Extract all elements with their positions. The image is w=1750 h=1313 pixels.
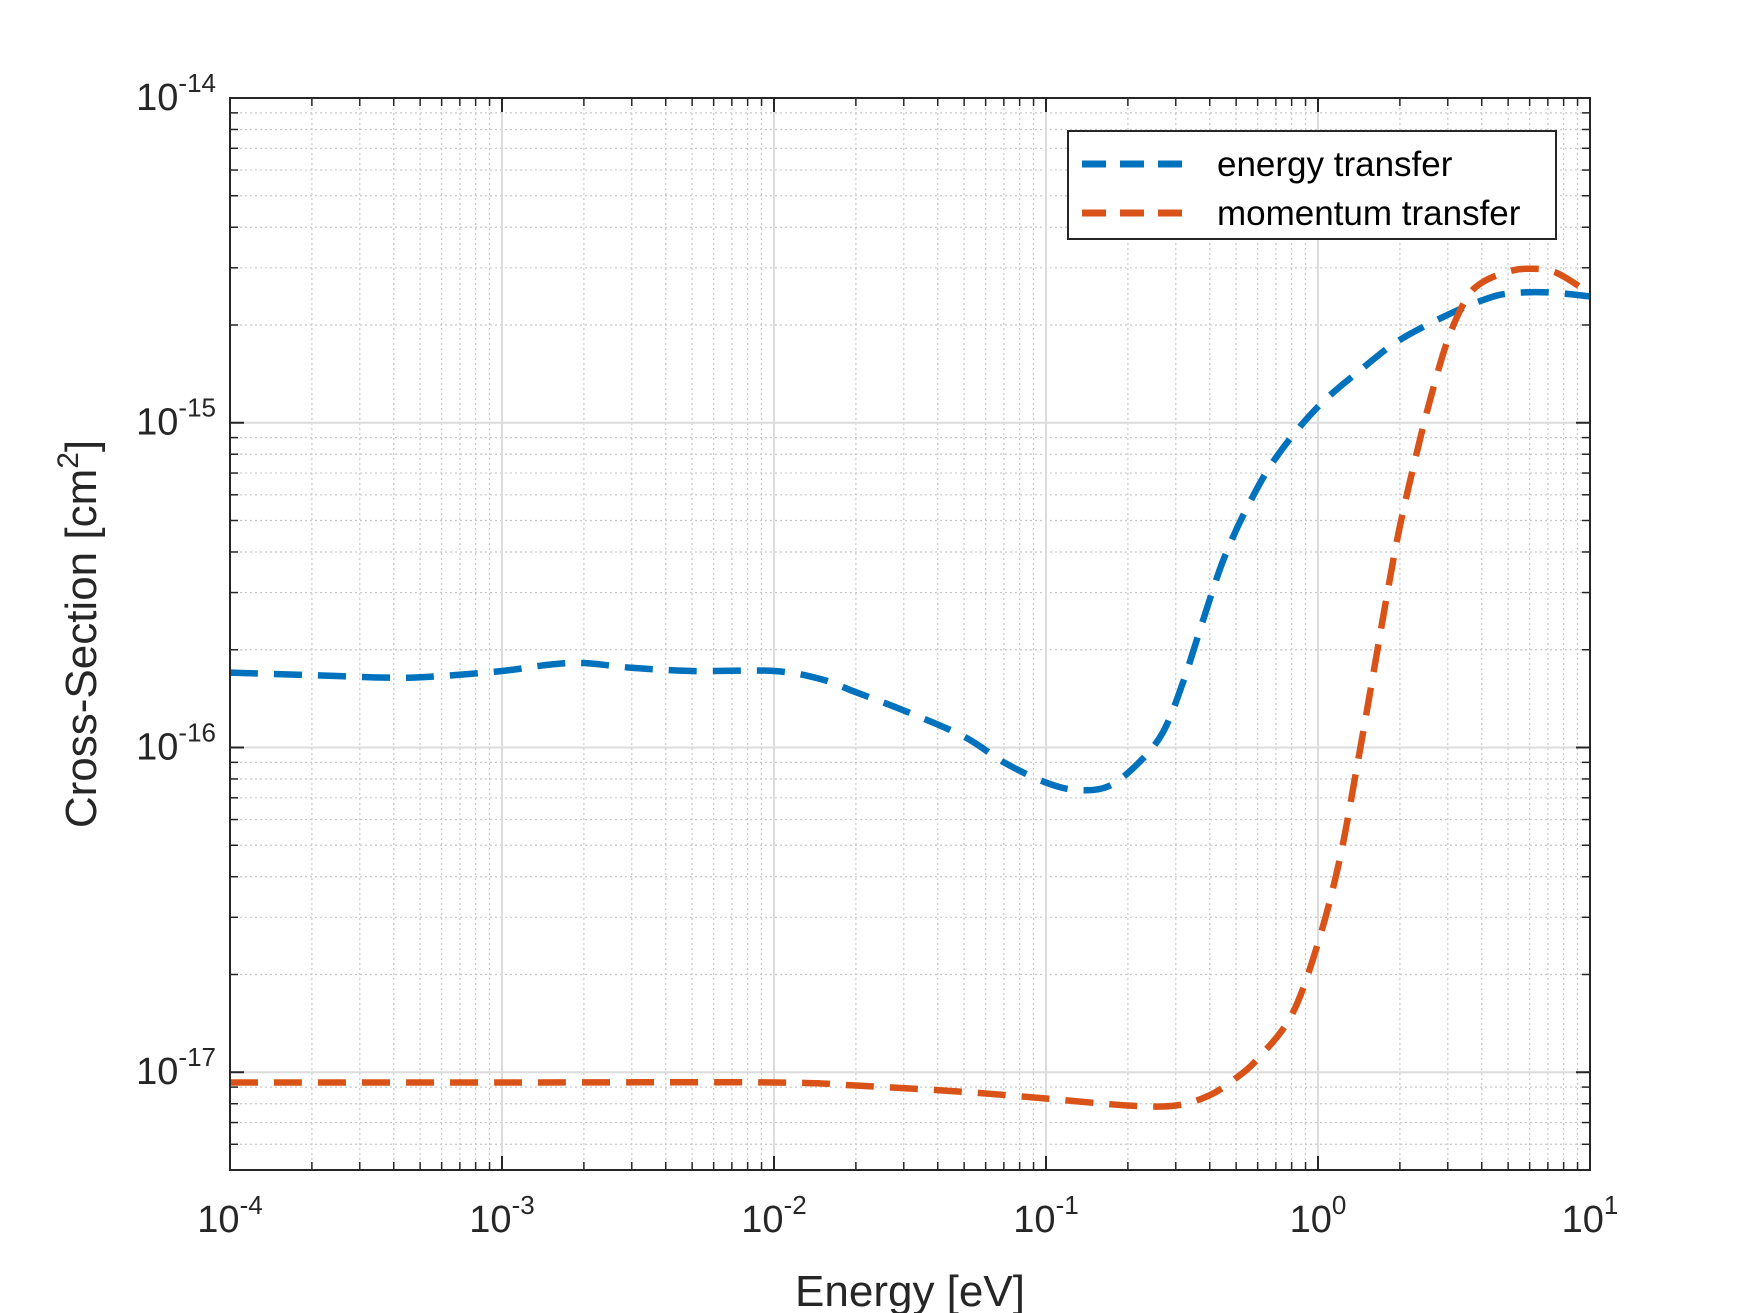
series-line-momentum-transfer — [230, 265, 1592, 1110]
x-tick-base: 10 — [469, 1199, 511, 1241]
legend-label-momentum-transfer: momentum transfer — [1217, 194, 1521, 233]
y-axis-label: Cross-Section [cm2] — [52, 440, 106, 828]
x-tick-exponent: 1 — [1604, 1190, 1618, 1220]
x-tick-base: 10 — [1562, 1199, 1604, 1241]
y-tick-exponent: -15 — [178, 393, 216, 423]
y-axis-label-tail: ] — [57, 440, 106, 452]
x-tick-labels: 10-4 10-3 10-2 10-1 100 101 — [197, 1190, 1618, 1241]
y-tick-exponent: -17 — [178, 1042, 216, 1072]
x-tick-exponent: 0 — [1332, 1190, 1346, 1220]
legend-box — [1067, 130, 1557, 240]
legend: energy transfer momentum transfer — [1067, 130, 1557, 240]
x-tick-exponent: -4 — [240, 1190, 263, 1220]
plot-frame — [229, 97, 1591, 1171]
minor-grid — [230, 98, 1590, 1171]
x-tick-exponent: -1 — [1056, 1190, 1079, 1220]
y-tick-label: 10-14 — [136, 68, 216, 119]
y-tick-exponent: -14 — [178, 68, 216, 98]
x-tick-exponent: -3 — [512, 1190, 535, 1220]
x-tick-exponent: -2 — [784, 1190, 807, 1220]
x-axis-label: Energy [eV] — [795, 1267, 1025, 1313]
x-tick-label: 10-4 — [197, 1190, 262, 1241]
x-tick-label: 10-3 — [469, 1190, 534, 1241]
legend-label-energy-transfer: energy transfer — [1217, 145, 1453, 184]
y-tick-label: 10-16 — [136, 717, 216, 768]
plot-area — [230, 98, 1590, 1170]
y-tick-label: 10-15 — [136, 393, 216, 444]
x-tick-base: 10 — [1290, 1199, 1332, 1241]
x-tick-base: 10 — [741, 1199, 783, 1241]
y-axis-label-superscript: 2 — [52, 452, 85, 469]
y-tick-base: 10 — [136, 77, 178, 119]
x-tick-label: 10-1 — [1013, 1190, 1078, 1241]
x-tick-label: 10-2 — [741, 1190, 806, 1241]
y-tick-base: 10 — [136, 726, 178, 768]
y-axis-label-main: Cross-Section [cm — [57, 469, 106, 828]
y-tick-label: 10-17 — [136, 1042, 216, 1093]
x-tick-base: 10 — [1013, 1199, 1055, 1241]
y-tick-base: 10 — [136, 402, 178, 444]
x-tick-label: 100 — [1290, 1190, 1347, 1241]
series-layer — [229, 265, 1592, 1110]
y-tick-base: 10 — [136, 1051, 178, 1093]
x-tick-base: 10 — [197, 1199, 239, 1241]
x-tick-label: 101 — [1562, 1190, 1619, 1241]
y-tick-exponent: -16 — [178, 717, 216, 747]
series-line-energy-transfer — [229, 288, 1591, 794]
tick-marks — [229, 97, 1591, 1171]
